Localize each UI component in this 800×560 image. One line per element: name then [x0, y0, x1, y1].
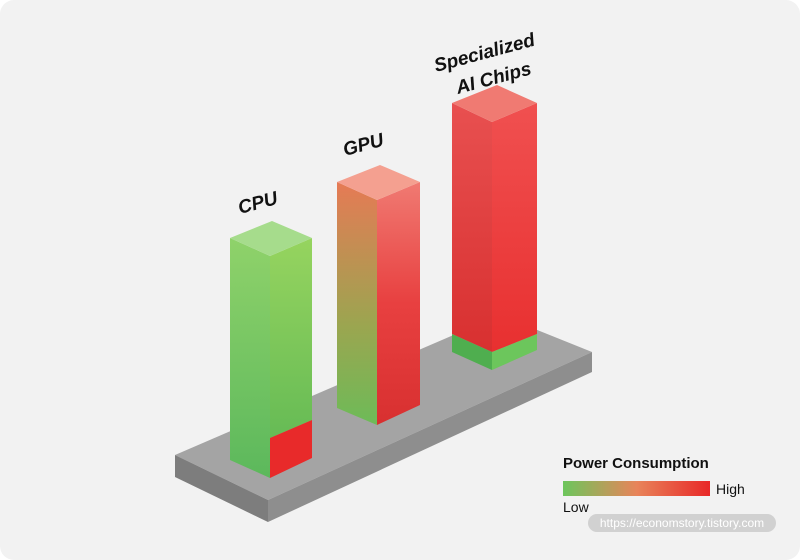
legend-high: High [716, 481, 745, 497]
watermark: https://economstory.tistory.com [600, 516, 764, 530]
gpu-bar [337, 165, 420, 425]
cpu-bar [230, 221, 312, 478]
legend: Power Consumption High Low [563, 455, 745, 515]
legend-low: Low [563, 499, 590, 515]
legend-gradient [563, 481, 710, 496]
watermark-bg [588, 514, 776, 532]
ai-chip-bar [452, 85, 537, 370]
legend-title: Power Consumption [563, 455, 709, 472]
